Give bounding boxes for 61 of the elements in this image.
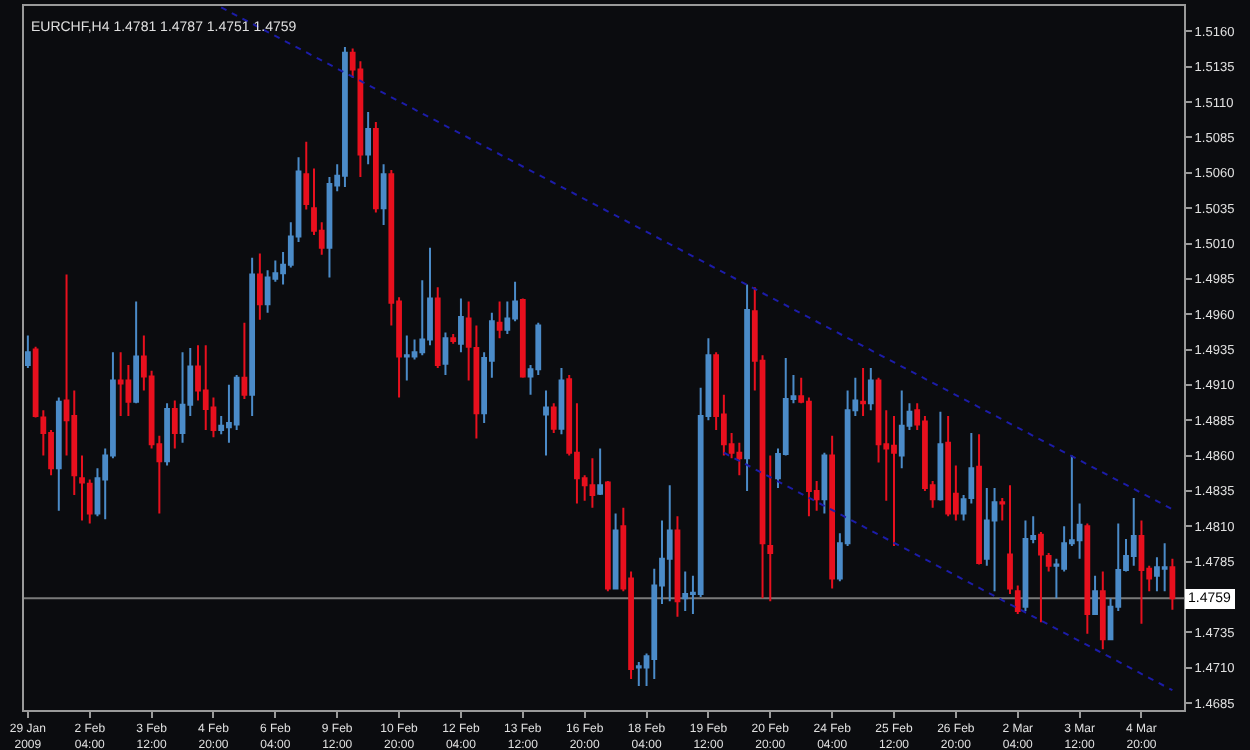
candlestick — [117, 351, 124, 417]
candlestick — [241, 321, 248, 400]
candlestick — [55, 396, 62, 512]
candlestick — [1161, 542, 1168, 593]
candlestick — [1099, 570, 1106, 651]
candlestick — [380, 163, 387, 227]
candlestick — [86, 478, 93, 525]
candlestick — [256, 252, 263, 321]
candlestick — [372, 120, 379, 214]
candlestick — [133, 300, 140, 405]
candlestick — [24, 334, 31, 369]
candlestick — [999, 496, 1006, 522]
candlestick — [164, 402, 170, 467]
candlestick — [597, 447, 604, 497]
candlestick — [867, 366, 874, 412]
candlestick — [1084, 522, 1091, 635]
candlestick — [342, 46, 348, 188]
candlestick — [1169, 557, 1176, 611]
candlestick — [1130, 496, 1137, 567]
candlestick — [442, 331, 449, 376]
candlestick — [976, 433, 982, 566]
candlestick — [635, 660, 642, 687]
candlestick — [303, 140, 310, 211]
candlestick — [1038, 530, 1044, 624]
candlestick — [744, 283, 750, 492]
candlestick — [674, 515, 681, 618]
candlestick — [860, 366, 866, 417]
candlestick — [249, 256, 256, 417]
candlestick — [589, 457, 596, 509]
candlestick — [1014, 584, 1021, 615]
candlestick — [496, 300, 503, 340]
candlestick — [991, 487, 998, 593]
candlestick — [179, 351, 186, 444]
candlestick — [1007, 484, 1013, 596]
candlestick — [604, 479, 611, 593]
candlestick — [543, 389, 549, 457]
candlestick — [427, 246, 433, 347]
candlestick — [403, 334, 410, 382]
candlestick — [1092, 574, 1098, 615]
candlestick — [202, 344, 209, 432]
candlestick — [450, 332, 457, 345]
candlestick — [434, 286, 441, 369]
candlestick — [937, 410, 944, 502]
candlestick — [945, 414, 952, 518]
candlestick — [682, 570, 689, 613]
candlestick — [550, 402, 557, 434]
candlestick — [898, 389, 905, 470]
candlestick — [666, 484, 673, 603]
candlestick — [736, 441, 743, 477]
candlestick — [226, 383, 232, 444]
candlestick — [519, 297, 526, 379]
candlestick — [458, 297, 464, 354]
candlestick — [558, 366, 565, 436]
candlestick — [171, 399, 178, 450]
candlestick — [365, 111, 372, 166]
candlestick — [612, 512, 619, 590]
candlestick — [829, 434, 836, 590]
candlestick — [1022, 519, 1029, 613]
candlestick — [1138, 519, 1145, 625]
candlestick — [891, 414, 897, 548]
candlestick — [79, 454, 85, 522]
